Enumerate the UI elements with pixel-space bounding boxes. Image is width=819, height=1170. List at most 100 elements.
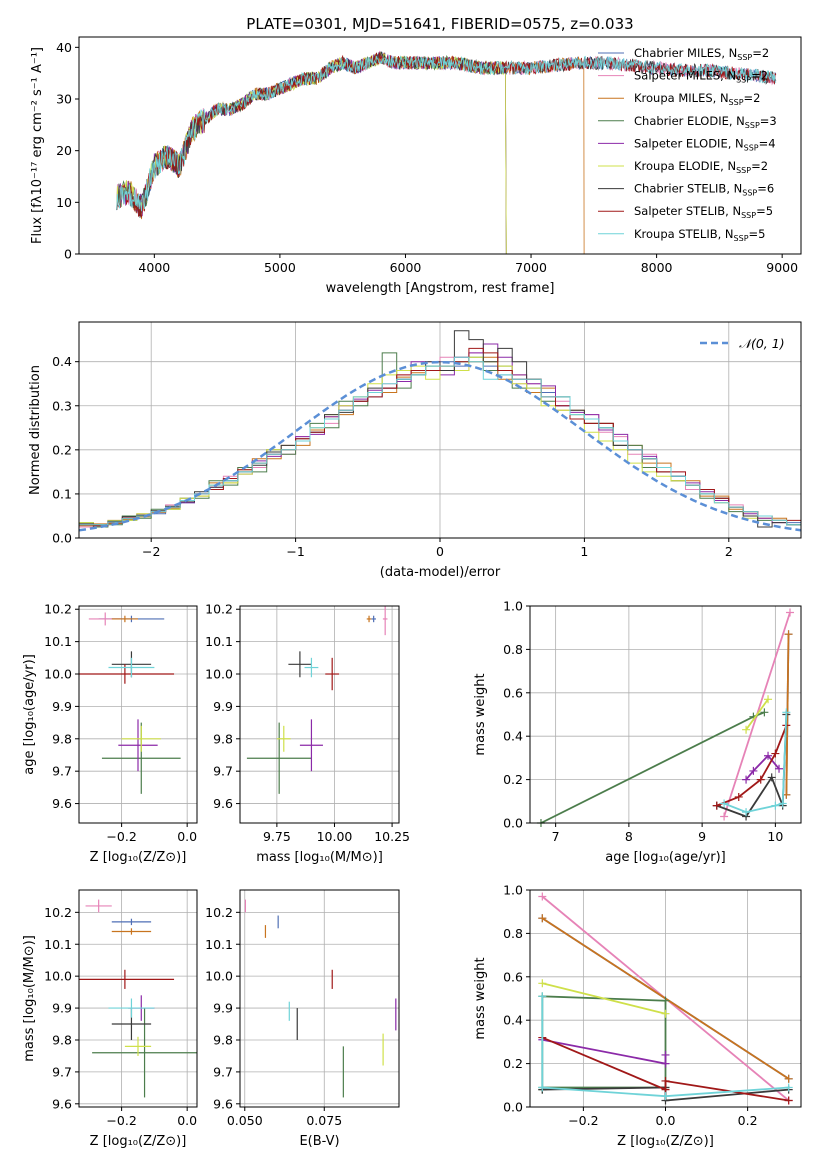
y-tick-label: 10.0	[44, 969, 72, 984]
y-tick-label: 9.9	[52, 699, 72, 714]
x-tick-label: 10.25	[374, 829, 410, 844]
axes-frame	[529, 605, 802, 824]
weight-marker	[749, 766, 758, 775]
x-tick-label: 4000	[138, 260, 170, 275]
histogram-step	[79, 356, 801, 526]
x-tick-label: −0.2	[568, 1113, 598, 1128]
legend-label: 𝒩(0, 1)	[739, 336, 785, 351]
x-tick-label: −0.2	[106, 1113, 136, 1128]
x-axis-label: wavelength [Angstrom, rest frame]	[326, 281, 555, 296]
panel-residuals: 𝒩(0, 1) −2 −1 0 1 2 0.0 0.1 0.2 0.3 0.4 (data-model…	[28, 321, 802, 580]
panel-mass-vs-Z: −0.2 0.0 9.6 9.7 9.8 9.9 10.0 10.1 10.2 Z [log₁₀(…	[22, 889, 198, 1149]
y-tick-label: 9.7	[213, 1064, 233, 1079]
y-tick-label: 10.2	[205, 905, 233, 920]
panel-age-vs-mass: 9.75 10.00 10.25 9.6 9.7 9.8 9.9 10.0 10.1 10.2 ma…	[205, 602, 410, 865]
weight-marker	[661, 1050, 670, 1059]
x-tick-label: 0	[436, 544, 444, 559]
x-tick-label: 10.00	[317, 829, 353, 844]
x-tick-label: 1	[580, 544, 588, 559]
legend-label: Kroupa ELODIE, NSSP=2	[634, 159, 768, 175]
x-axis-label: mass [log₁₀(M/M⊙)]	[256, 850, 383, 865]
x-axis-label: Z [log₁₀(Z/Z⊙)]	[90, 1134, 187, 1149]
weight-marker	[720, 799, 729, 808]
y-tick-label: 0.0	[503, 816, 523, 831]
y-tick-label: 0.8	[503, 926, 523, 941]
y-tick-label: 9.6	[52, 1096, 72, 1111]
panel-age-vs-Z: −0.2 0.0 9.6 9.7 9.8 9.9 10.0 10.1 10.2 Z [log₁₀(…	[22, 602, 198, 865]
weight-marker	[782, 708, 791, 717]
y-tick-label: 9.9	[52, 1001, 72, 1016]
y-tick-label: 0.3	[52, 398, 72, 413]
y-tick-label: 10	[56, 195, 72, 210]
weight-marker	[764, 751, 773, 760]
y-tick-label: 10.0	[205, 969, 233, 984]
weight-marker	[742, 808, 751, 817]
y-tick-label: 0.4	[52, 354, 72, 369]
y-tick-label: 0	[64, 247, 72, 262]
x-tick-label: 0.0	[177, 829, 197, 844]
x-tick-label: −0.2	[106, 829, 136, 844]
x-axis-label: (data-model)/error	[380, 565, 501, 580]
weight-line	[745, 754, 780, 781]
x-tick-label: 9	[698, 829, 706, 844]
legend-label: Chabrier STELIB, NSSP=6	[634, 182, 774, 198]
panel-weight-vs-Z: −0.2 0.0 0.2 0.0 0.2 0.4 0.6 0.8 1.0 Z [log₁₀(Z/Z…	[473, 883, 802, 1149]
axes-frame	[78, 36, 802, 255]
axes-frame	[78, 889, 198, 1108]
legend-label: Salpeter ELODIE, NSSP=4	[634, 136, 776, 152]
legend-label: Chabrier MILES, NSSP=2	[634, 46, 769, 62]
y-axis-label: age [log₁₀(age/yr)]	[22, 654, 37, 775]
y-tick-label: 10.2	[44, 905, 72, 920]
y-tick-label: 9.6	[213, 1096, 233, 1111]
weight-marker	[538, 1083, 547, 1092]
weight-marker	[767, 773, 776, 782]
x-axis-label: age [log₁₀(age/yr)]	[605, 850, 726, 865]
weight-marker	[538, 979, 547, 988]
y-tick-label: 9.7	[213, 764, 233, 779]
gaussian-curve	[79, 360, 801, 532]
weight-marker	[661, 1076, 670, 1085]
x-tick-label: 8000	[641, 260, 673, 275]
y-tick-label: 10.1	[44, 634, 72, 649]
weight-marker	[742, 725, 751, 734]
y-tick-label: 0.4	[503, 1013, 523, 1028]
weight-marker	[784, 630, 793, 639]
weight-marker	[661, 1009, 670, 1018]
weight-marker	[784, 1096, 793, 1105]
x-tick-label: 5000	[264, 260, 296, 275]
weight-marker	[775, 764, 784, 773]
y-axis-label: mass [log₁₀(M/M⊙)]	[22, 935, 37, 1062]
x-tick-label: 6000	[390, 260, 422, 275]
y-tick-label: 20	[56, 143, 72, 158]
weight-marker	[734, 792, 743, 801]
x-tick-label: 9000	[766, 260, 798, 275]
figure-title: PLATE=0301, MJD=51641, FIBERID=0575, z=0…	[246, 15, 633, 33]
x-tick-label: 0.050	[227, 1113, 263, 1128]
x-tick-label: 7000	[515, 260, 547, 275]
y-tick-label: 9.9	[213, 1001, 233, 1016]
y-tick-label: 9.8	[52, 1032, 72, 1047]
y-tick-label: 9.6	[52, 796, 72, 811]
axes-frame	[239, 605, 400, 824]
weight-marker	[661, 996, 670, 1005]
y-tick-label: 0.6	[503, 969, 523, 984]
axes-frame	[239, 889, 400, 1108]
y-tick-label: 10.0	[44, 667, 72, 682]
legend-label: Kroupa MILES, NSSP=2	[634, 91, 760, 107]
y-tick-label: 40	[56, 40, 72, 55]
y-axis-label: mass weight	[473, 957, 488, 1039]
y-tick-label: 10.2	[205, 602, 233, 617]
x-tick-label: 7	[552, 829, 560, 844]
y-tick-label: 0.4	[503, 729, 523, 744]
y-tick-label: 30	[56, 92, 72, 107]
y-tick-label: 9.9	[213, 699, 233, 714]
legend-label: Salpeter MILES, NSSP=2	[634, 69, 768, 85]
weight-marker	[756, 775, 765, 784]
y-tick-label: 10.1	[205, 937, 233, 952]
y-tick-label: 0.8	[503, 642, 523, 657]
weight-marker	[720, 812, 729, 821]
x-axis-label: E(B-V)	[299, 1134, 339, 1149]
y-axis-label: Flux [fλ10⁻¹⁷ erg cm⁻² s⁻¹ A⁻¹]	[30, 47, 45, 244]
y-tick-label: 10.2	[44, 602, 72, 617]
